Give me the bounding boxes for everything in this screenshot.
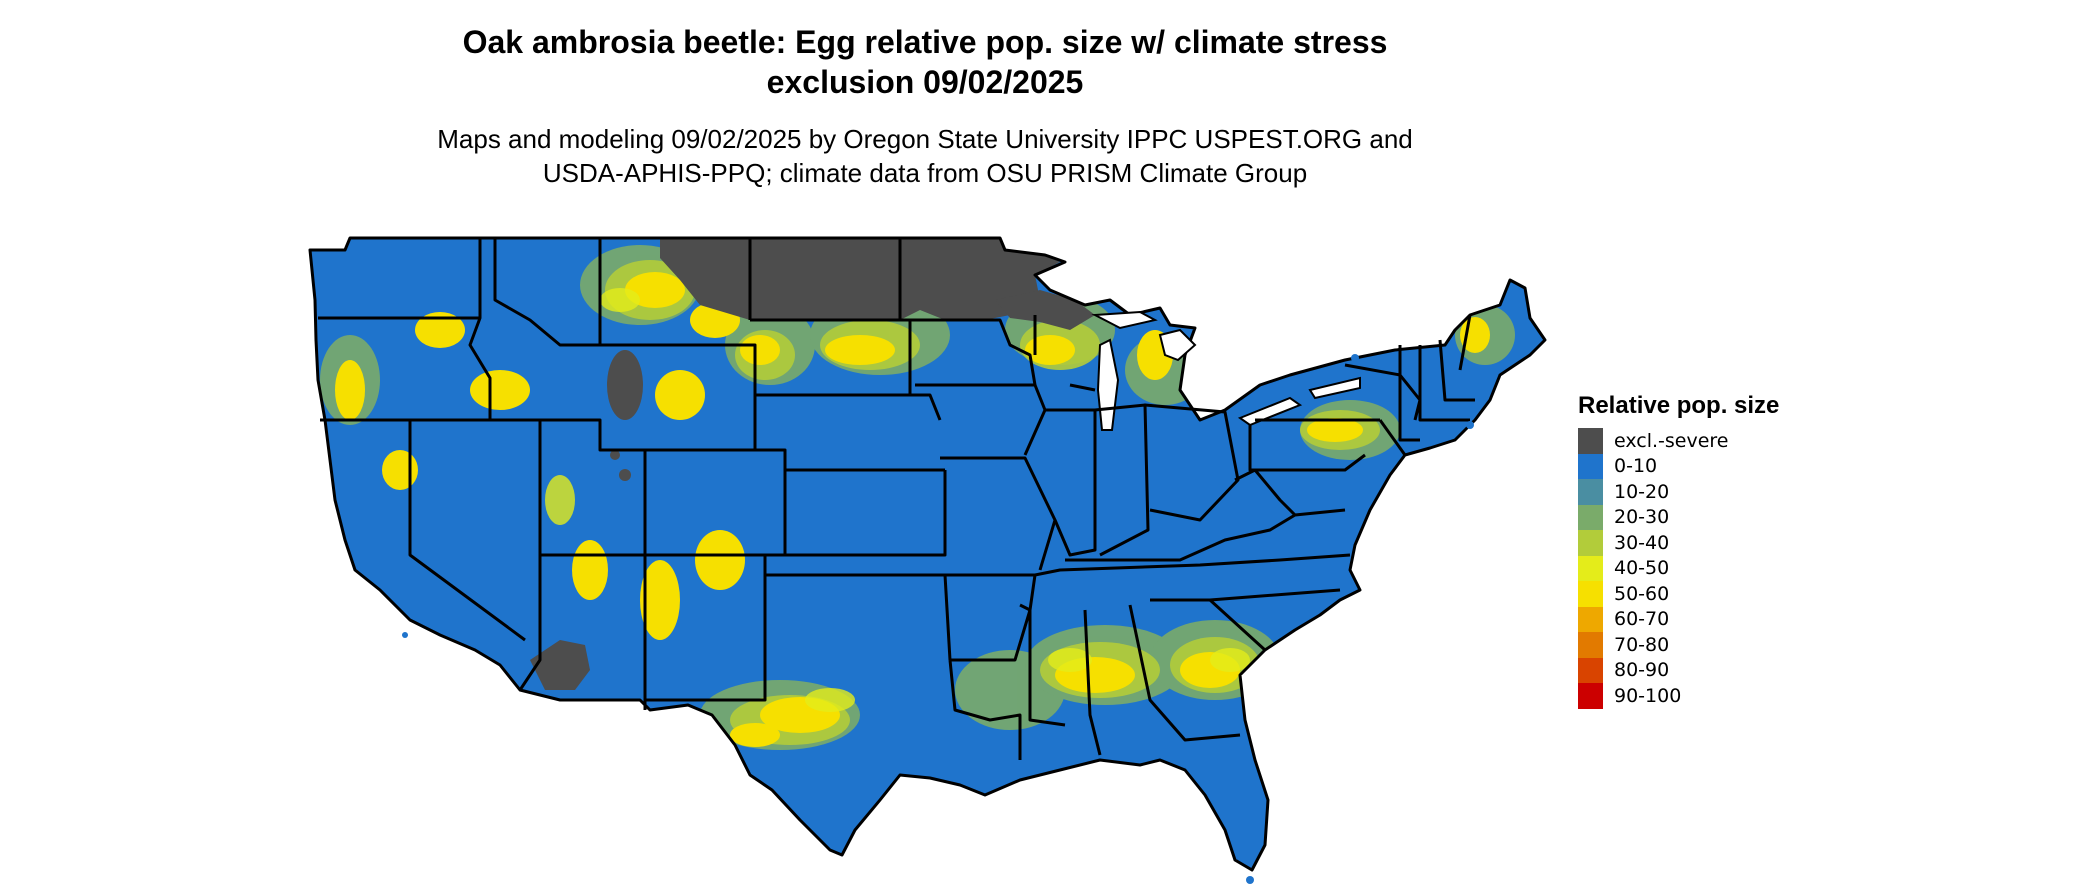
legend-item: 40-50 (1578, 555, 1779, 581)
legend-label: 60-70 (1614, 608, 1670, 631)
legend-swatch (1578, 657, 1603, 683)
legend-items: excl.-severe 0-10 10-20 20-30 30-40 40-50 50-6… (1578, 428, 1779, 709)
legend-item: excl.-severe (1578, 428, 1779, 454)
legend-swatch (1578, 428, 1603, 454)
map-subtitle-line-1: Maps and modeling 09/02/2025 by Oregon S… (437, 124, 1413, 154)
map-title-line-2: exclusion 09/02/2025 (766, 64, 1084, 100)
map-subtitle: Maps and modeling 09/02/2025 by Oregon S… (330, 122, 1520, 190)
legend-item: 90-100 (1578, 683, 1779, 709)
map-title: Oak ambrosia beetle: Egg relative pop. s… (330, 22, 1520, 102)
map-legend: Relative pop. size excl.-severe 0-10 10-20… (1578, 392, 1779, 709)
legend-swatch (1578, 581, 1603, 607)
legend-item: 0-10 (1578, 453, 1779, 479)
legend-item: 70-80 (1578, 632, 1779, 658)
legend-swatch (1578, 504, 1603, 530)
legend-item: 60-70 (1578, 606, 1779, 632)
legend-label: excl.-severe (1614, 429, 1729, 452)
legend-label: 90-100 (1614, 684, 1682, 707)
legend-label: 30-40 (1614, 531, 1670, 554)
legend-swatch (1578, 683, 1603, 709)
us-map (308, 236, 1547, 884)
legend-swatch (1578, 453, 1603, 479)
legend-swatch (1578, 632, 1603, 658)
legend-label: 80-90 (1614, 659, 1670, 682)
legend-item: 10-20 (1578, 479, 1779, 505)
legend-label: 50-60 (1614, 582, 1670, 605)
map-title-line-1: Oak ambrosia beetle: Egg relative pop. s… (462, 24, 1388, 60)
legend-item: 30-40 (1578, 530, 1779, 556)
legend-item: 50-60 (1578, 581, 1779, 607)
legend-label: 0-10 (1614, 455, 1658, 478)
legend-label: 40-50 (1614, 557, 1670, 580)
map-subtitle-line-2: USDA-APHIS-PPQ; climate data from OSU PR… (542, 158, 1308, 188)
legend-item: 20-30 (1578, 504, 1779, 530)
legend-swatch (1578, 606, 1603, 632)
legend-label: 70-80 (1614, 633, 1670, 656)
legend-item: 80-90 (1578, 657, 1779, 683)
legend-swatch (1578, 555, 1603, 581)
legend-label: 10-20 (1614, 480, 1670, 503)
legend-swatch (1578, 530, 1603, 556)
legend-swatch (1578, 479, 1603, 505)
legend-title: Relative pop. size (1578, 392, 1780, 419)
legend-label: 20-30 (1614, 506, 1670, 529)
